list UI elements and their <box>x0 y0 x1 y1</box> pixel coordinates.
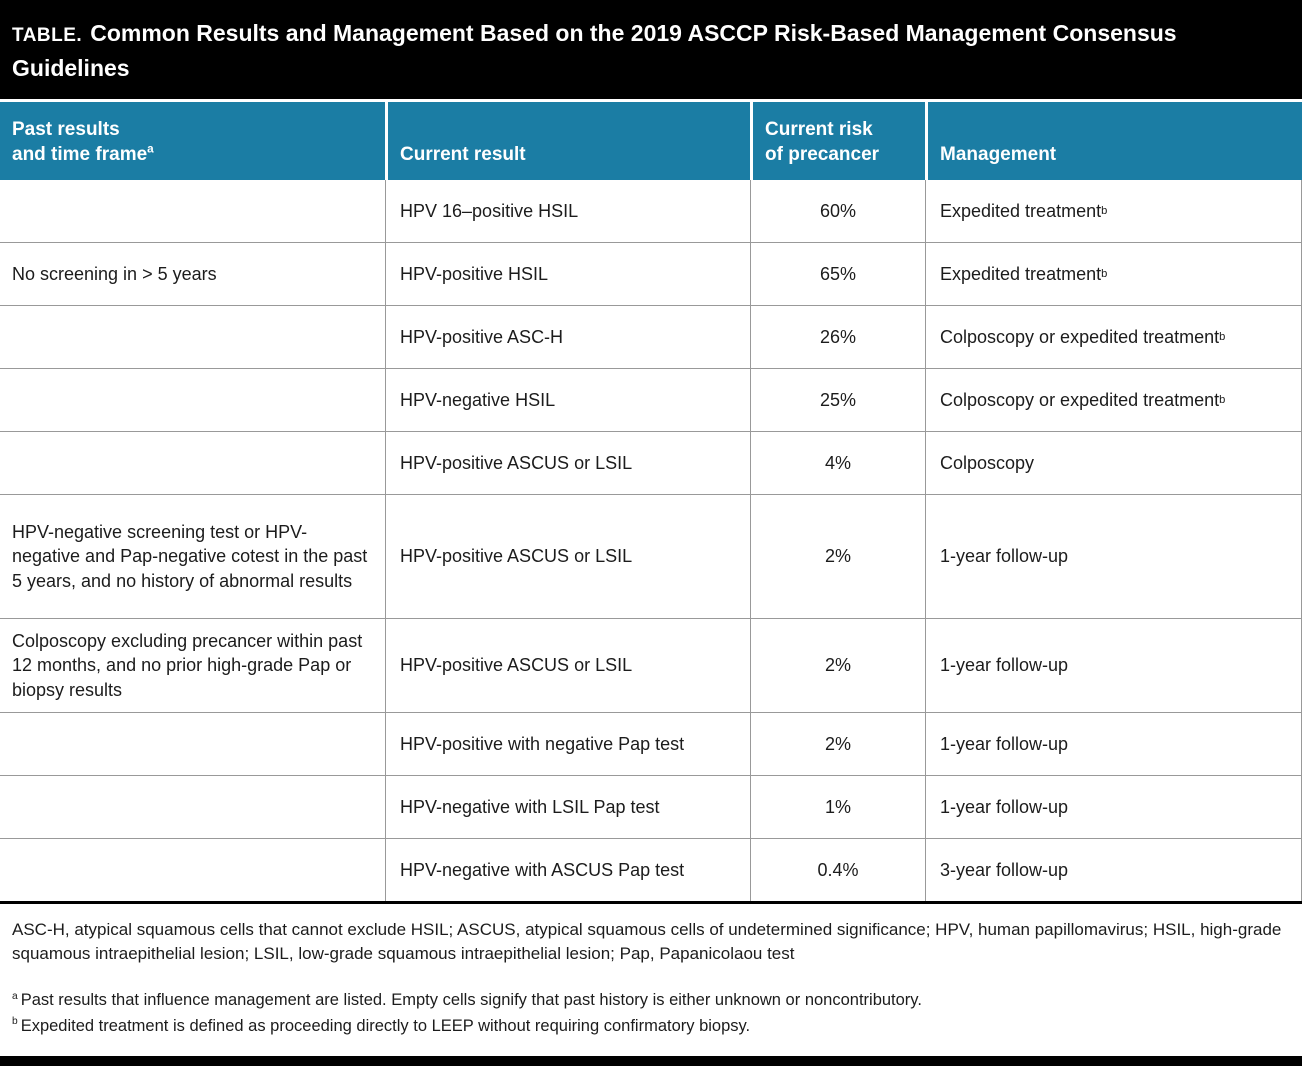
cell-management: 1-year follow-up <box>925 712 1302 775</box>
cell-past-results <box>0 713 385 775</box>
cell-past-results <box>0 369 385 431</box>
footnote-b-marker: b <box>12 1016 18 1028</box>
footnote-a-marker: a <box>12 990 18 1002</box>
abbreviations-text: ASC-H, atypical squamous cells that cann… <box>12 919 1282 963</box>
cell-current-result: HPV-negative HSIL <box>385 369 750 431</box>
table-body: HPV 16–positive HSIL 60% Expedited treat… <box>0 180 1302 904</box>
table-row: HPV-positive with negative Pap test 2% 1… <box>0 712 1302 776</box>
cell-current-result: HPV-positive with negative Pap test <box>385 712 750 775</box>
cell-past-results <box>0 432 385 494</box>
column-header-past-results: Past results and time framea <box>0 102 385 180</box>
cell-current-result: HPV-positive ASCUS or LSIL <box>385 432 750 494</box>
footnote-ref-a: a <box>147 143 154 157</box>
cell-current-risk: 0.4% <box>750 838 925 901</box>
table-label: TABLE. <box>12 25 83 46</box>
column-header-past-line2: and time framea <box>12 143 154 166</box>
table-title: Common Results and Management Based on t… <box>12 20 1177 81</box>
cell-management: Colposcopy or expedited treatment b <box>925 306 1302 368</box>
column-header-past-line1: Past results <box>12 118 120 140</box>
cell-current-risk: 65% <box>750 243 925 305</box>
cell-current-result: HPV-positive ASCUS or LSIL <box>385 495 750 618</box>
cell-management: 3-year follow-up <box>925 838 1302 901</box>
cell-current-result: HPV-negative with ASCUS Pap test <box>385 838 750 901</box>
table-row: HPV-negative with ASCUS Pap test 0.4% 3-… <box>0 838 1302 901</box>
cell-management: Colposcopy or expedited treatment b <box>925 369 1302 431</box>
column-header-current-risk: Current risk of precancer <box>750 102 925 180</box>
table-row: HPV-negative with LSIL Pap test 1% 1-yea… <box>0 775 1302 839</box>
table-row: HPV-positive ASC-H 26% Colposcopy or exp… <box>0 306 1302 369</box>
cell-past-results: HPV-negative screening test or HPV-negat… <box>12 522 368 591</box>
cell-management: 1-year follow-up <box>925 775 1302 838</box>
cell-current-risk: 60% <box>750 180 925 242</box>
table-row: HPV-negative screening test or HPV-negat… <box>0 495 1302 619</box>
cell-past-results: No screening in > 5 years <box>12 263 217 284</box>
bottom-rule <box>0 1055 1302 1066</box>
table-notes: ASC-H, atypical squamous cells that cann… <box>0 904 1302 1038</box>
cell-management: Expedited treatment b <box>925 180 1302 242</box>
table-row: Colposcopy excluding precancer within pa… <box>0 619 1302 713</box>
column-header-current-result: Current result <box>385 102 750 180</box>
cell-current-risk: 2% <box>750 495 925 618</box>
column-header-management: Management <box>925 102 1302 180</box>
table-row: No screening in > 5 years HPV-positive H… <box>0 243 1302 306</box>
cell-current-risk: 26% <box>750 306 925 368</box>
cell-past-results <box>0 306 385 368</box>
table-header-row: Past results and time framea Current res… <box>0 99 1302 180</box>
table-row: HPV-negative HSIL 25% Colposcopy or expe… <box>0 369 1302 432</box>
footnote-b: b Expedited treatment is defined as proce… <box>12 1016 751 1035</box>
cell-current-result: HPV-positive ASC-H <box>385 306 750 368</box>
cell-current-risk: 2% <box>750 619 925 712</box>
cell-management: 1-year follow-up <box>925 495 1302 618</box>
table-row: HPV 16–positive HSIL 60% Expedited treat… <box>0 180 1302 243</box>
table-row: HPV-positive ASCUS or LSIL 4% Colposcopy <box>0 432 1302 495</box>
cell-current-result: HPV-positive ASCUS or LSIL <box>385 619 750 712</box>
footnote-a: a Past results that influence management … <box>12 990 922 1010</box>
cell-management: Expedited treatment b <box>925 243 1302 305</box>
cell-past-results <box>0 180 385 242</box>
cell-current-risk: 4% <box>750 432 925 494</box>
cell-past-results <box>0 776 385 838</box>
cell-current-result: HPV-positive HSIL <box>385 243 750 305</box>
cell-management: Colposcopy <box>925 432 1302 494</box>
cell-current-result: HPV 16–positive HSIL <box>385 180 750 242</box>
cell-current-risk: 2% <box>750 712 925 775</box>
table-title-bar: TABLE. Common Results and Management Base… <box>0 0 1302 99</box>
cell-current-result: HPV-negative with LSIL Pap test <box>385 775 750 838</box>
cell-past-results: Colposcopy excluding precancer within pa… <box>12 631 363 700</box>
cell-past-results <box>0 839 385 901</box>
cell-management: 1-year follow-up <box>925 619 1302 712</box>
cell-current-risk: 1% <box>750 775 925 838</box>
cell-current-risk: 25% <box>750 369 925 431</box>
